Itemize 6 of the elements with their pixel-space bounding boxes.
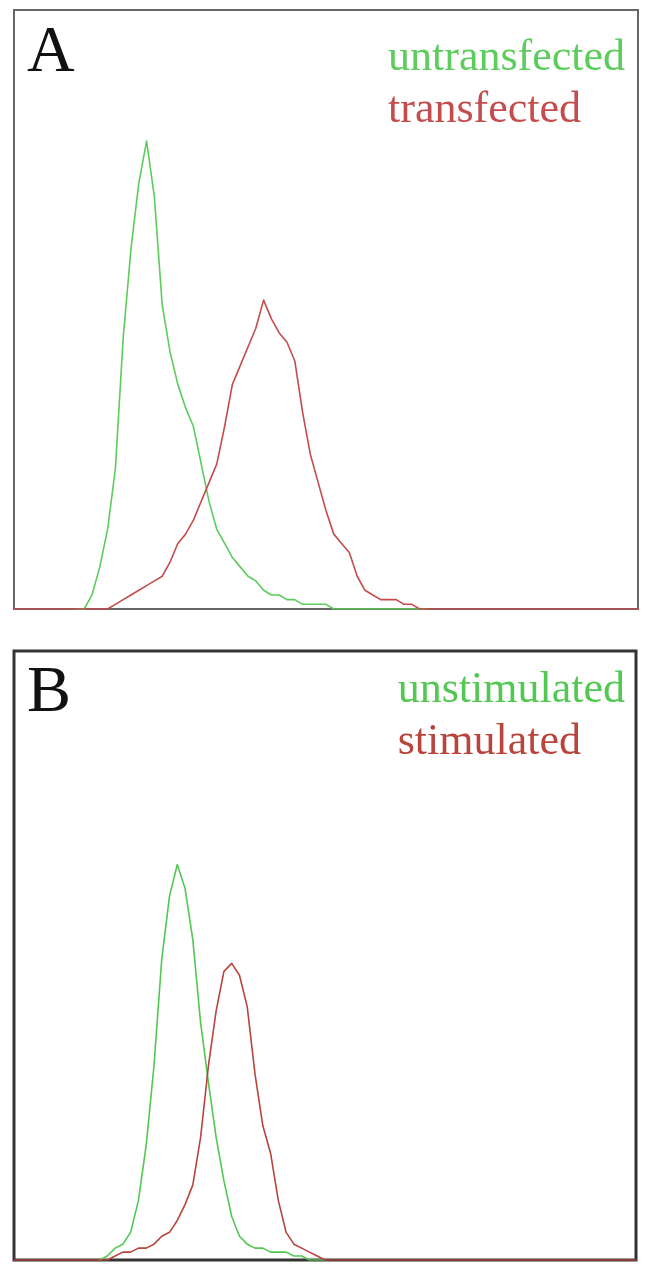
chart-title: B: [27, 651, 72, 725]
text: stimulated: [397, 714, 582, 764]
text: transfected: [388, 82, 582, 132]
chart-title: A: [27, 11, 75, 85]
text: unstimulated: [397, 662, 626, 712]
text: untransfected: [388, 30, 626, 80]
